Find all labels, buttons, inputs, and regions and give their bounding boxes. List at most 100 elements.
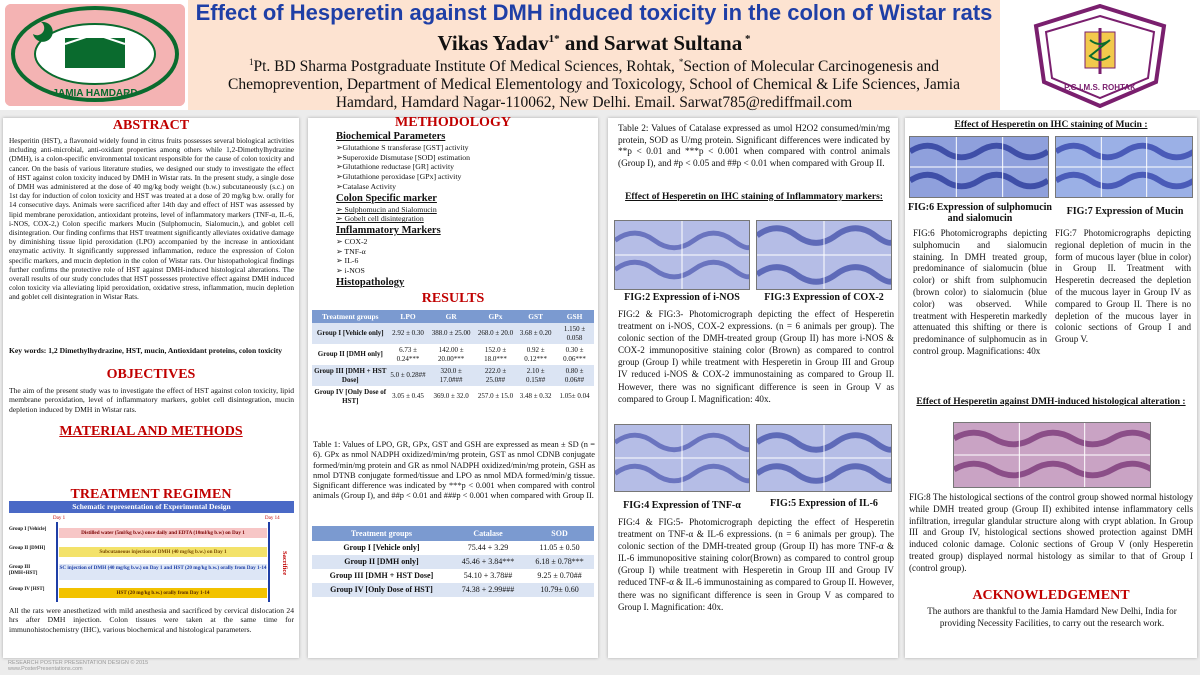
table-cell: 2.92 ± 0.30 [388, 323, 428, 344]
acknowledgement-heading: ACKNOWLEDGEMENT [972, 588, 1130, 603]
table1-caption: Table 1: Values of LPO, GR, GPx, GST and… [313, 440, 595, 501]
list-item: ➢Superoxide Dismutase [SOD] estimation [336, 152, 471, 162]
title-strip [188, 0, 1000, 110]
poster-authors: Vikas Yadav1* and Sarwat Sultana * [188, 31, 1000, 56]
table-cell: 369.0 ± 32.0 [427, 386, 475, 407]
list-item: ➢ COX-2 [336, 236, 368, 246]
fig3-image [756, 220, 892, 290]
regimen-group-label: Group II [DMH] [9, 546, 46, 551]
regimen-bar: Subcutaneous injection of DMH (40 mg/kg … [59, 547, 267, 557]
affil-line-1: Pt. BD Sharma Postgraduate Institute Of … [253, 58, 679, 76]
list-item: ➢ TNF-α [336, 246, 366, 256]
table-cell: Group III [DMH + HST Dose] [312, 569, 451, 583]
table-cell: 0.30 ± 0.06*** [555, 344, 594, 365]
logo-left-text: JAMIA HAMDARD [52, 88, 137, 99]
column-abstract: ABSTRACT Hesperitin (HST), a flavonoid w… [3, 118, 299, 658]
logo-right-text: P.G.I.M.S. ROHTAK [1064, 83, 1136, 92]
list-item: ➢ Sulphomucin and Sialomucin [336, 204, 437, 214]
table-cell: 75.44 + 3.29 [450, 541, 526, 555]
footer-line-2: www.PosterPresentations.com [8, 666, 83, 672]
fig3-label: FIG:3 Expression of COX-2 [764, 292, 884, 303]
table-cell: 10.79± 0.60 [525, 583, 594, 597]
fig7-label: FIG:7 Expression of Mucin [1066, 206, 1184, 217]
table-header: LPO [388, 310, 428, 323]
list-item: ➢ i-NOS [336, 266, 365, 276]
poster-affiliation: 1Pt. BD Sharma Postgraduate Institute Of… [188, 53, 1000, 112]
jamia-hamdard-logo: JAMIA HAMDARD [5, 4, 185, 106]
abstract-body: Hesperitin (HST), a flavonoid widely fou… [9, 136, 294, 302]
methodology-list: Biochemical Parameters ➢Glutathione S tr… [336, 130, 591, 289]
objectives-body: The aim of the present study was to inve… [9, 386, 294, 414]
table-cell: Group I [Vehicle only] [312, 541, 451, 555]
table-row: Group II [DMH only] 6.73 ± 0.24*** 142.0… [312, 344, 594, 365]
column-methodology: METHODOLOGY Biochemical Parameters ➢Glut… [308, 115, 598, 658]
results-table-1: Treatment groups LPO GR GPx GST GSH Grou… [312, 310, 594, 407]
abstract-keywords: Key words: 1,2 Dimethylhydrazine, HST, m… [9, 346, 283, 355]
fig4-image [614, 424, 750, 492]
materials-heading: MATERIAL AND METHODS [59, 424, 243, 439]
table-header: Treatment groups [312, 526, 451, 541]
histology-heading: Effect of Hesperetin against DMH-induced… [916, 397, 1186, 407]
table-cell: Group II [DMH only] [312, 555, 451, 569]
table-cell: 2.10 ± 0.15## [516, 365, 556, 386]
table-cell: 268.0 ± 20.0 [474, 323, 517, 344]
fig8-caption: FIG:8 The histological sections of the c… [909, 492, 1193, 573]
table-cell: Group IV [Only Dose of HST] [312, 386, 389, 407]
fig7-image [1055, 136, 1193, 198]
regimen-group-label: Group III [DMH+HST] [9, 565, 38, 576]
fig2-image [614, 220, 750, 290]
biochem-heading: Biochemical Parameters [336, 131, 446, 142]
list-item: ➢ IL-6 [336, 256, 359, 266]
abstract-heading: ABSTRACT [112, 118, 190, 133]
results-table-2: Treatment groups Catalase SOD Group I [V… [312, 526, 594, 597]
fig8-image [953, 422, 1151, 488]
objectives-heading: OBJECTIVES [106, 367, 196, 382]
table-cell: 257.0 ± 15.0 [474, 386, 517, 407]
histo-heading: Histopathology [336, 276, 405, 288]
methodology-heading: METHODOLOGY [395, 115, 511, 130]
table-cell: 320.0 ± 17.0### [427, 365, 475, 386]
affil-sup-2: * [678, 57, 684, 67]
results-heading: RESULTS [421, 291, 485, 306]
list-item: ➢Glutathione S transferase [GST] activit… [336, 143, 469, 152]
regimen-group-label: Group I [Vehicle] [9, 527, 47, 532]
table2-caption: Table 2: Values of Catalase expressed as… [618, 124, 890, 170]
table-header: GR [427, 310, 475, 323]
regimen-sacrifice: Sacrifice [281, 551, 288, 576]
regimen-arrow-end [268, 522, 270, 602]
fig45-caption: FIG:4 & FIG:5- Photomicrograph depicting… [618, 517, 894, 612]
ihc-inflam-heading: Effect of Hesperetin on IHC staining of … [625, 192, 883, 202]
table-header: GPx [474, 310, 517, 323]
table-cell: 74.38 + 2.99### [450, 583, 526, 597]
inflam-heading: Inflammatory Markers [336, 224, 441, 236]
table-cell: 6.73 ± 0.24*** [388, 344, 428, 365]
table-cell: 1.05± 0.04 [555, 386, 594, 407]
table-header: SOD [525, 526, 594, 541]
colon-heading: Colon Specific marker [336, 192, 437, 204]
regimen-banner: Schematic representation of Experimental… [9, 501, 294, 513]
table-cell: Group I [Vehicle only] [312, 323, 389, 344]
fig7-caption: FIG:7 Photomicrographs depicting regiona… [1055, 228, 1191, 345]
table-cell: 9.25 ± 0.70## [525, 569, 594, 583]
table-cell: 3.48 ± 0.32 [516, 386, 556, 407]
acknowledgement-body: The authors are thankful to the Jamia Ha… [927, 606, 1177, 628]
affil-line-1b: Section of Molecular Carcinogenesis and [683, 58, 939, 76]
table-cell: 54.10 + 3.78## [450, 569, 526, 583]
mucin-heading: Effect of Hesperetin on IHC staining of … [954, 120, 1148, 130]
list-item: ➢ Gobelt cell disintegration [336, 214, 424, 224]
table-cell: 1.150 ± 0.058 [555, 323, 594, 344]
fig6-image [909, 136, 1049, 198]
fig6-caption: FIG:6 Photomicrographs depicting sulphom… [913, 228, 1047, 356]
table-row: Group IV [Only Dose of HST] 74.38 + 2.99… [312, 583, 594, 597]
fig2-label: FIG:2 Expression of i-NOS [624, 292, 740, 303]
list-item: ➢Glutathione peroxidase [GPx] activity [336, 172, 462, 182]
table-cell: 5.0 ± 0.28## [388, 365, 428, 386]
table-header: Catalase [450, 526, 526, 541]
author-b-sup: * [742, 33, 751, 45]
regimen-day1: Day 1 [53, 516, 66, 521]
poster-header: JAMIA HAMDARD Effect of Hesperetin again… [0, 0, 1200, 112]
fig6-label: FIG:6 Expression of sulphomucin and sial… [907, 202, 1052, 224]
table-cell: 142.00 ± 20.00*** [427, 344, 475, 365]
column-ihc-inflammatory: Table 2: Values of Catalase expressed as… [608, 118, 898, 658]
table-cell: 222.0 ± 25.0## [474, 365, 517, 386]
